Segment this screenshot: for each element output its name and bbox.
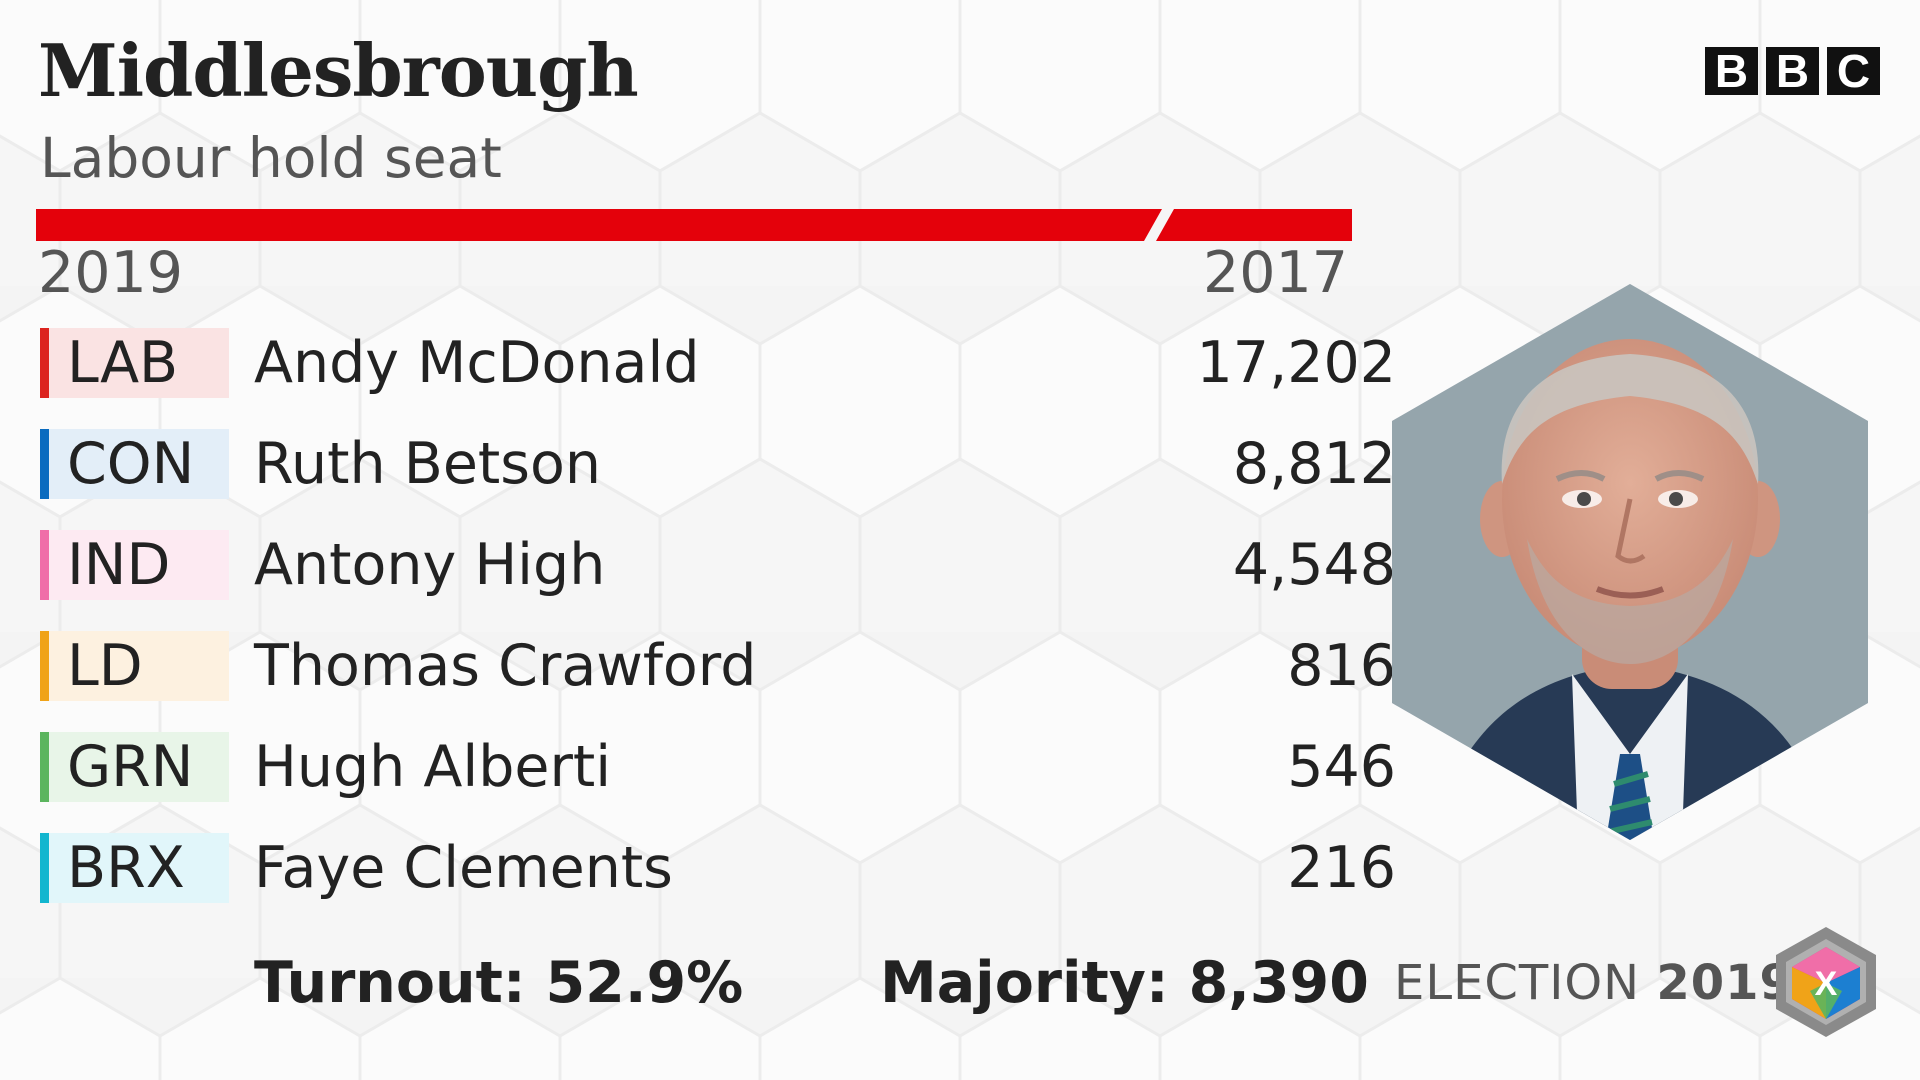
candidate-name: Thomas Crawford	[254, 633, 757, 699]
candidate-votes: 546	[1287, 734, 1396, 800]
candidate-portrait	[1392, 284, 1868, 840]
party-abbreviation: CON	[67, 431, 195, 497]
party-tag: BRX	[40, 833, 229, 903]
candidate-row: GRN Hugh Alberti 546	[40, 732, 1396, 802]
election-logo-mark: X	[1815, 965, 1838, 1003]
candidate-name: Ruth Betson	[254, 431, 601, 497]
party-abbreviation: IND	[67, 532, 171, 598]
party-tag: LD	[40, 631, 229, 701]
constituency-title: Middlesbrough	[38, 28, 639, 113]
candidate-votes: 4,548	[1232, 532, 1396, 598]
party-hold-bar-2017	[1156, 209, 1352, 241]
candidate-votes: 17,202	[1196, 330, 1396, 396]
party-hold-bar-2019	[36, 209, 1162, 241]
party-tag: LAB	[40, 328, 229, 398]
result-subtitle: Labour hold seat	[40, 126, 502, 190]
candidate-row: LAB Andy McDonald 17,202	[40, 328, 1396, 398]
election-word: ELECTION	[1394, 955, 1641, 1011]
candidate-name: Hugh Alberti	[254, 734, 612, 800]
candidate-votes: 816	[1287, 633, 1396, 699]
party-abbreviation: LAB	[67, 330, 179, 396]
candidate-votes: 8,812	[1232, 431, 1396, 497]
candidate-name: Andy McDonald	[254, 330, 700, 396]
year-2017-label: 2017	[1202, 240, 1348, 306]
bbc-logo: B B C	[1705, 47, 1880, 95]
party-abbreviation: GRN	[67, 734, 194, 800]
bbc-logo-letter: B	[1705, 47, 1758, 95]
turnout-text: Turnout: 52.9%	[254, 950, 744, 1016]
bbc-logo-letter: B	[1766, 47, 1819, 95]
candidate-row: BRX Faye Clements 216	[40, 833, 1396, 903]
election-2019-label: ELECTION 2019	[1394, 955, 1794, 1011]
majority-text: Majority: 8,390	[880, 950, 1369, 1016]
party-abbreviation: LD	[67, 633, 143, 699]
candidate-votes: 216	[1287, 835, 1396, 901]
party-hold-bar	[36, 209, 1352, 241]
party-tag: IND	[40, 530, 229, 600]
candidate-name: Antony High	[254, 532, 606, 598]
election-cube-logo: X	[1776, 927, 1876, 1037]
year-2019-label: 2019	[38, 240, 184, 306]
party-abbreviation: BRX	[67, 835, 185, 901]
bbc-logo-letter: C	[1827, 47, 1880, 95]
election-year: 2019	[1656, 955, 1794, 1011]
candidate-row: LD Thomas Crawford 816	[40, 631, 1396, 701]
party-tag: CON	[40, 429, 229, 499]
candidate-row: IND Antony High 4,548	[40, 530, 1396, 600]
candidate-row: CON Ruth Betson 8,812	[40, 429, 1396, 499]
candidate-name: Faye Clements	[254, 835, 673, 901]
party-tag: GRN	[40, 732, 229, 802]
